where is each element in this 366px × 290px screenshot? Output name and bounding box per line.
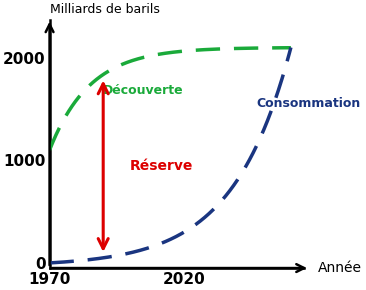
Text: Réserve: Réserve [130,159,193,173]
Text: Année: Année [318,261,362,275]
Text: Consommation: Consommation [256,97,360,110]
Text: Milliards de barils: Milliards de barils [49,3,160,16]
Text: Découverte: Découverte [103,84,184,97]
